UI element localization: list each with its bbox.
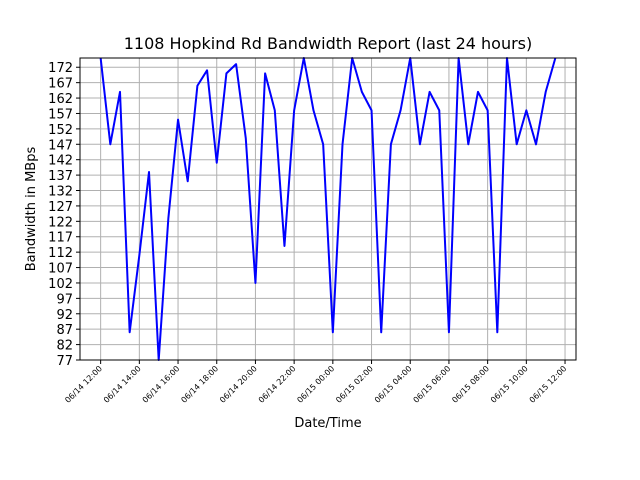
y-axis-ticks: 7782879297102107112117122127132137142147…: [48, 61, 80, 369]
y-axis-title: Bandwidth in MBps: [24, 147, 39, 272]
y-tick-label: 147: [48, 138, 73, 153]
y-tick-label: 122: [48, 215, 73, 230]
x-tick-label: 06/14 22:00: [257, 364, 298, 405]
plot-frame: [79, 57, 577, 361]
x-axis-title: Date/Time: [294, 416, 361, 431]
y-tick-label: 137: [48, 169, 73, 184]
y-tick-label: 117: [48, 231, 73, 246]
x-tick-label: 06/15 00:00: [295, 364, 336, 405]
y-tick-label: 97: [56, 292, 73, 307]
y-tick-label: 152: [48, 123, 73, 138]
y-tick-label: 87: [56, 323, 73, 338]
y-tick-label: 132: [48, 185, 73, 200]
y-tick-label: 167: [48, 77, 73, 92]
x-tick-label: 06/14 12:00: [63, 364, 104, 405]
x-tick-label: 06/14 16:00: [141, 364, 182, 405]
series-line: [99, 57, 557, 361]
x-tick-label: 06/15 02:00: [334, 364, 375, 405]
x-tick-label: 06/15 08:00: [450, 364, 491, 405]
y-tick-label: 172: [48, 61, 73, 76]
x-tick-label: 06/15 04:00: [373, 364, 414, 405]
x-tick-label: 06/15 10:00: [489, 364, 530, 405]
chart-title: 1108 Hopkind Rd Bandwidth Report (last 2…: [124, 34, 532, 53]
y-tick-label: 82: [56, 339, 73, 354]
y-tick-label: 157: [48, 107, 73, 122]
y-tick-label: 162: [48, 92, 73, 107]
y-tick-label: 77: [56, 354, 73, 369]
x-tick-label: 06/15 06:00: [412, 364, 453, 405]
y-tick-label: 107: [48, 262, 73, 277]
y-tick-label: 112: [48, 246, 73, 261]
y-tick-label: 142: [48, 154, 73, 169]
grid-lines: [80, 58, 576, 361]
x-tick-label: 06/15 12:00: [528, 364, 569, 405]
x-tick-label: 06/14 18:00: [179, 364, 220, 405]
y-tick-label: 127: [48, 200, 73, 215]
y-tick-label: 102: [48, 277, 73, 292]
x-tick-label: 06/14 20:00: [218, 364, 259, 405]
y-tick-label: 92: [56, 308, 73, 323]
x-tick-label: 06/14 14:00: [102, 364, 143, 405]
